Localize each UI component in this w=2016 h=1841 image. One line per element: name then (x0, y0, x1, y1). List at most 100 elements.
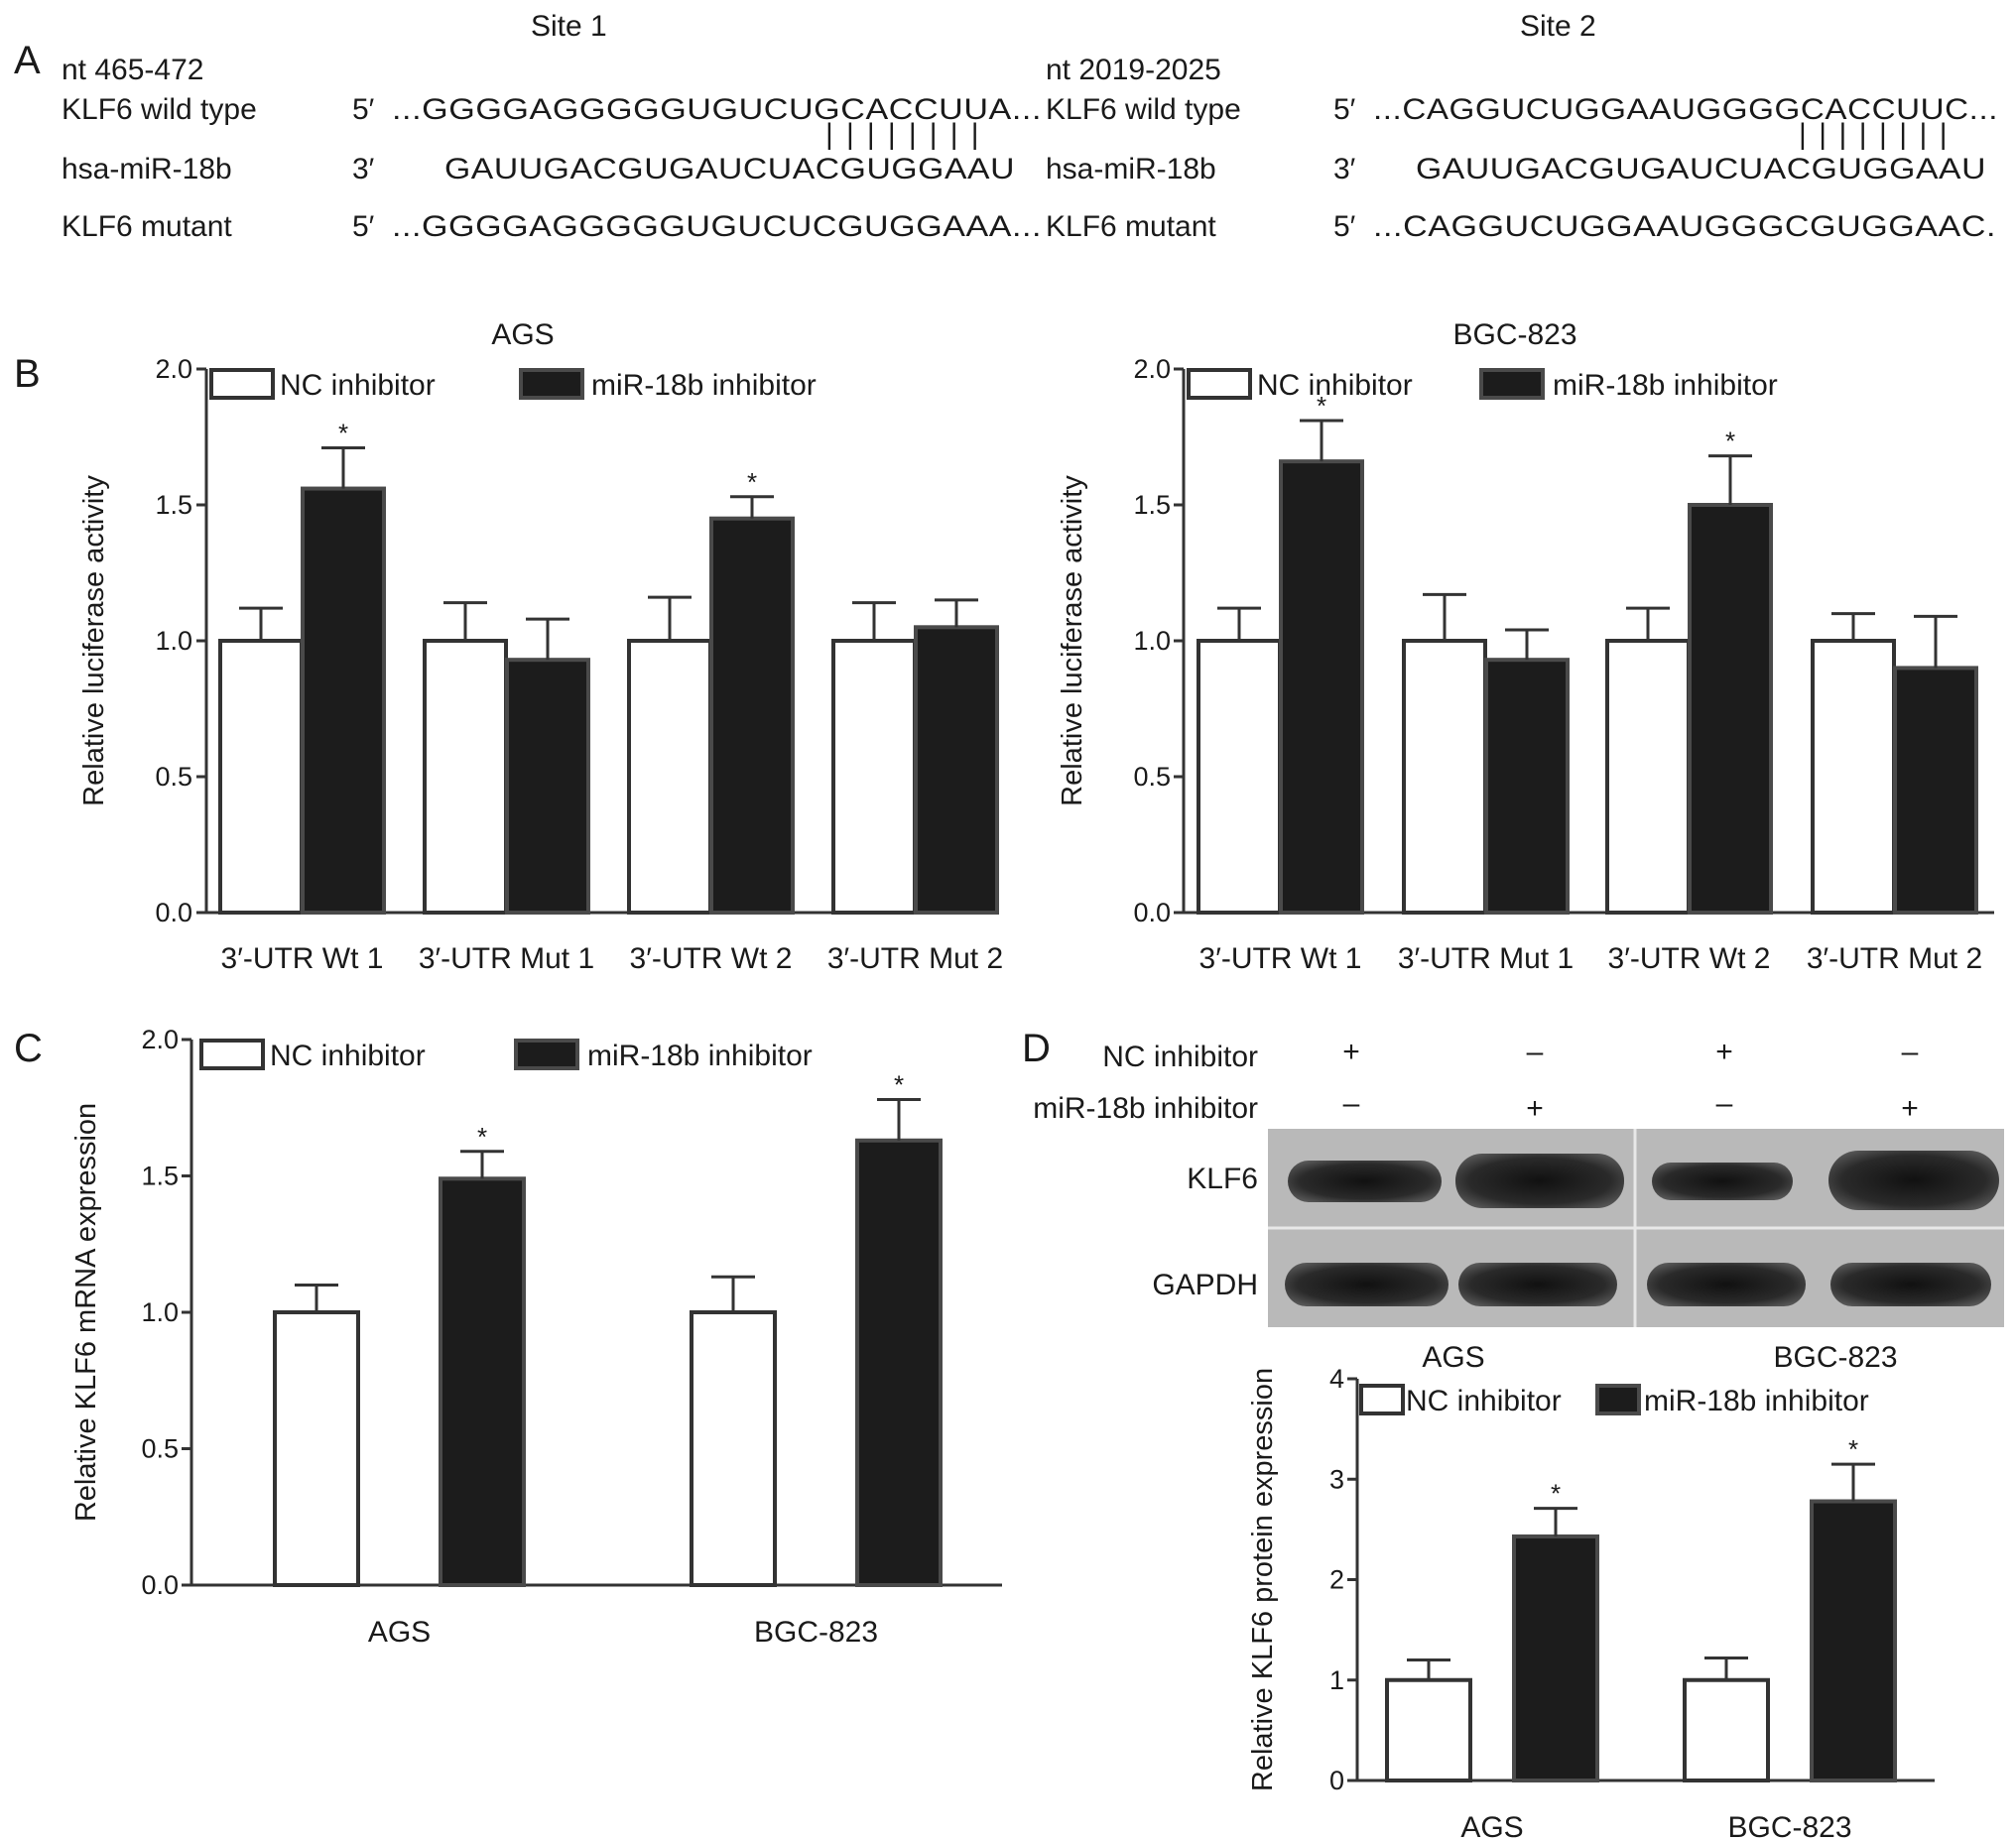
significance-star: * (894, 1070, 904, 1100)
bar-nc-inhibitor (627, 639, 712, 915)
blot-nc-mark-lane-1: + (1342, 1036, 1360, 1068)
y-tick-label: 0.0 (1133, 898, 1171, 927)
bar-mir18b-inhibitor (709, 516, 795, 915)
y-tick-label: 0.5 (155, 762, 192, 792)
bar-nc-inhibitor (423, 639, 508, 915)
bar-nc-inhibitor (1385, 1677, 1472, 1782)
bar-mir18b-inhibitor (855, 1138, 943, 1587)
bar-mir18b-inhibitor (1810, 1499, 1897, 1783)
legend-label-nc: NC inhibitor (280, 369, 436, 402)
bar-nc-inhibitor (1197, 639, 1282, 915)
blot-mir-mark-lane-2: + (1526, 1092, 1544, 1125)
site-1-nt-range: nt 465-472 (62, 54, 203, 86)
bar-mir18b-inhibitor (301, 486, 386, 915)
bar-nc-inhibitor (1605, 639, 1691, 915)
legend-swatch-mir18b (514, 1039, 579, 1070)
blot-nc-mark-lane-2: – (1527, 1036, 1544, 1068)
y-axis-title: Relative KLF6 protein expression (1247, 1368, 1279, 1791)
significance-star: * (747, 467, 757, 497)
site-2-mirna-label: hsa-miR-18b (1046, 153, 1216, 185)
blot-band-label-gapdh: GAPDH (1152, 1269, 1258, 1301)
y-tick-label: 1 (1329, 1665, 1344, 1695)
site-2-mut-end: 5′ (1333, 210, 1356, 243)
y-axis-title: Relative KLF6 mRNA expression (70, 1103, 102, 1522)
blot-row-label-mir: miR-18b inhibitor (1033, 1092, 1258, 1125)
y-tick-label: 2.0 (1133, 354, 1171, 384)
blot-band-klf6-lane-1 (1288, 1161, 1442, 1202)
y-tick-label: 1.0 (141, 1297, 179, 1327)
legend-swatch-nc (209, 368, 275, 400)
panel-letter-a: A (14, 39, 41, 82)
bar-nc-inhibitor (218, 639, 304, 915)
bar-nc-inhibitor (690, 1310, 777, 1587)
site-1-title: Site 1 (531, 10, 607, 43)
chart-b-ags: AGS 0.0 0.5 1.0 1.5 2.0 Relative luciferase ac… (78, 318, 1003, 975)
legend-swatch-mir18b (1479, 368, 1545, 400)
blot-mir-mark-lane-1: – (1343, 1087, 1360, 1120)
site-1-mut-label: KLF6 mutant (62, 210, 232, 243)
bar-nc-inhibitor (1683, 1677, 1770, 1782)
site-1-wt-end: 5′ (352, 93, 375, 126)
site-1-mut-sequence: ...GGGGAGGGGGUGUCUCGUGGAAA... (392, 210, 1042, 243)
blot-cell-line-ags: AGS (1422, 1341, 1484, 1374)
bar-nc-inhibitor (1811, 639, 1896, 915)
bar-mir18b-inhibitor (1688, 503, 1773, 915)
y-tick-label: 1.5 (141, 1162, 179, 1191)
x-category-label: 3′-UTR Mut 1 (419, 942, 594, 975)
x-category-label: 3′-UTR Wt 1 (221, 942, 384, 975)
y-tick-label: 1.5 (1133, 490, 1171, 520)
blot-band-gapdh-lane-4 (1830, 1263, 1991, 1306)
blot-band-gapdh-lane-3 (1647, 1263, 1806, 1306)
bar-nc-inhibitor (831, 639, 917, 915)
significance-star: * (338, 418, 348, 447)
y-tick-label: 3 (1329, 1464, 1344, 1494)
site-2-mut-label: KLF6 mutant (1046, 210, 1216, 243)
site-2-wt-end: 5′ (1333, 93, 1356, 126)
legend-label-mir18b: miR-18b inhibitor (1644, 1385, 1869, 1417)
blot-cell-line-bgc823: BGC-823 (1773, 1341, 1897, 1374)
panel-letter-b: B (14, 352, 41, 396)
significance-star: * (1551, 1479, 1561, 1509)
y-tick-label: 2 (1329, 1565, 1344, 1595)
x-category-label: 3′-UTR Wt 2 (1608, 942, 1771, 975)
legend-swatch-nc (1187, 368, 1252, 400)
legend-swatch-nc (1359, 1384, 1405, 1415)
significance-star: * (1725, 427, 1735, 456)
site-2-mirna-sequence: GAUUGACGUGAUCUACGUGGAAU (1416, 153, 1986, 185)
significance-star: * (477, 1122, 487, 1152)
chart-c-mrna: 0.0 0.5 1.0 1.5 2.0 Relative KLF6 mRNA expres… (70, 1025, 1002, 1649)
legend-label-mir18b: miR-18b inhibitor (591, 369, 817, 402)
bar-mir18b-inhibitor (914, 625, 999, 915)
blot-mir-mark-lane-4: + (1901, 1092, 1919, 1125)
site-2-mut-sequence: ...CAGGUCUGGAAUGGGCGUGGAAC. (1373, 210, 1996, 243)
legend-swatch-mir18b (1595, 1384, 1641, 1415)
bar-mir18b-inhibitor (439, 1176, 526, 1587)
bar-mir18b-inhibitor (1512, 1534, 1599, 1783)
y-tick-label: 0.0 (141, 1570, 179, 1600)
site-1-mirna-label: hsa-miR-18b (62, 153, 232, 185)
significance-star: * (1848, 1434, 1858, 1464)
x-category-label: 3′-UTR Mut 2 (1807, 942, 1982, 975)
x-category-label: AGS (368, 1616, 431, 1649)
site-2-pairing-lines: | | | | | | | | (1799, 118, 1948, 151)
y-tick-label: 4 (1329, 1364, 1344, 1394)
x-category-label: 3′-UTR Wt 1 (1199, 942, 1362, 975)
blot-band-gapdh-lane-1 (1285, 1263, 1449, 1306)
bar-mir18b-inhibitor (1893, 666, 1978, 916)
x-category-label: BGC-823 (1727, 1811, 1851, 1841)
blot-nc-mark-lane-4: – (1902, 1036, 1919, 1068)
bar-nc-inhibitor (273, 1310, 360, 1587)
significance-star: * (1317, 391, 1326, 421)
y-tick-label: 2.0 (141, 1025, 179, 1054)
blot-band-klf6-lane-2 (1455, 1154, 1624, 1208)
blot-band-klf6-lane-4 (1828, 1151, 1999, 1210)
legend-label-nc: NC inhibitor (270, 1040, 426, 1072)
y-tick-label: 1.5 (155, 490, 192, 520)
site-2-wt-sequence: ...CAGGUCUGGAAUGGGGCACCUUC... (1373, 93, 1998, 126)
blot-band-klf6-lane-3 (1652, 1163, 1793, 1200)
panel-d-blot: D NC inhibitor miR-18b inhibitor + – + –… (1022, 1027, 2004, 1374)
legend-swatch-mir18b (519, 368, 584, 400)
site-1-wt-sequence: ...GGGGAGGGGGUGUCUGCACCUUA... (392, 93, 1042, 126)
x-category-label: BGC-823 (754, 1616, 878, 1649)
